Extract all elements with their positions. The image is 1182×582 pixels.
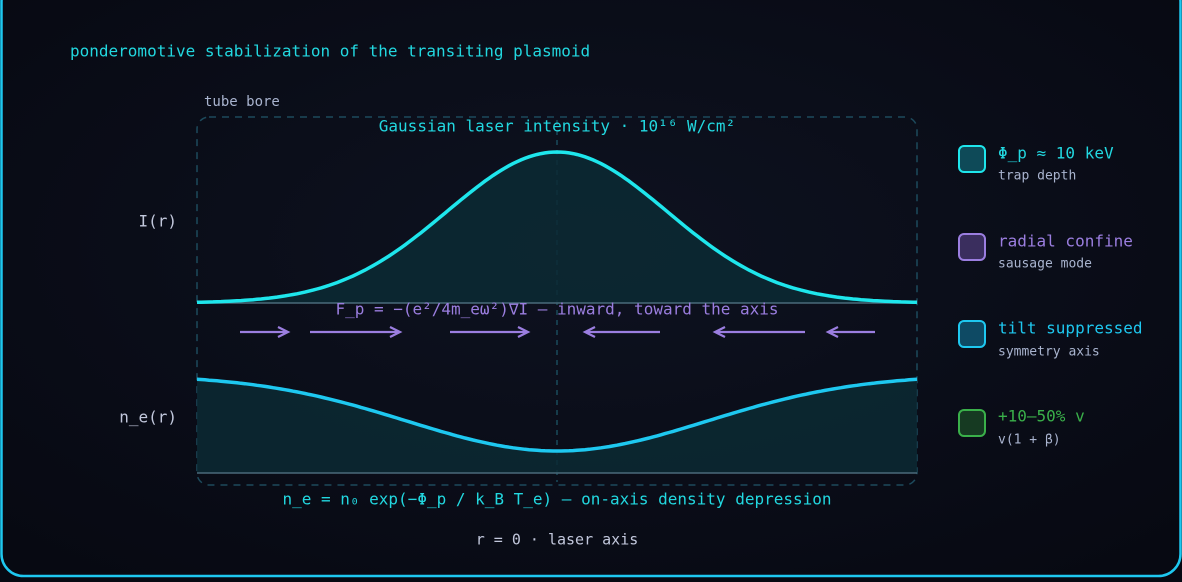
intensity-axis: I(r): [138, 212, 177, 231]
force-arrows: [240, 326, 875, 338]
density-axis: n_e(r): [119, 408, 177, 427]
legend-title: radial confine: [998, 232, 1133, 251]
title: ponderomotive stabilization of the trans…: [70, 42, 590, 61]
legend-title: +10–50% v: [998, 407, 1085, 426]
bore-label: tube bore: [204, 94, 280, 110]
legend-swatch: [958, 409, 986, 437]
legend-swatch: [958, 233, 986, 261]
density-area: [197, 379, 917, 473]
intensity-curve: [196, 150, 918, 305]
legend-subtitle: v(1 + β): [998, 433, 1061, 448]
legend-title: tilt suppressed: [998, 319, 1143, 338]
legend-swatch: [958, 145, 986, 173]
density-label: n_e = n₀ exp(−Φ_p / k_B T_e) — on-axis d…: [282, 490, 831, 509]
legend-subtitle: trap depth: [998, 169, 1076, 184]
density-curve: [196, 377, 918, 453]
intensity-title: Gaussian laser intensity · 10¹⁶ W/cm²: [379, 117, 735, 136]
legend-title: Φ_p ≈ 10 keV: [998, 144, 1114, 163]
legend-subtitle: sausage mode: [998, 257, 1092, 272]
axis-label: r = 0 · laser axis: [476, 531, 639, 549]
legend: Φ_p ≈ 10 keV trap depth radial confine s…: [958, 144, 1143, 448]
force-label: F_p = −(e²/4m_eω²)∇I — inward, toward th…: [335, 300, 778, 319]
legend-subtitle: symmetry axis: [998, 345, 1100, 360]
legend-swatch: [958, 320, 986, 348]
